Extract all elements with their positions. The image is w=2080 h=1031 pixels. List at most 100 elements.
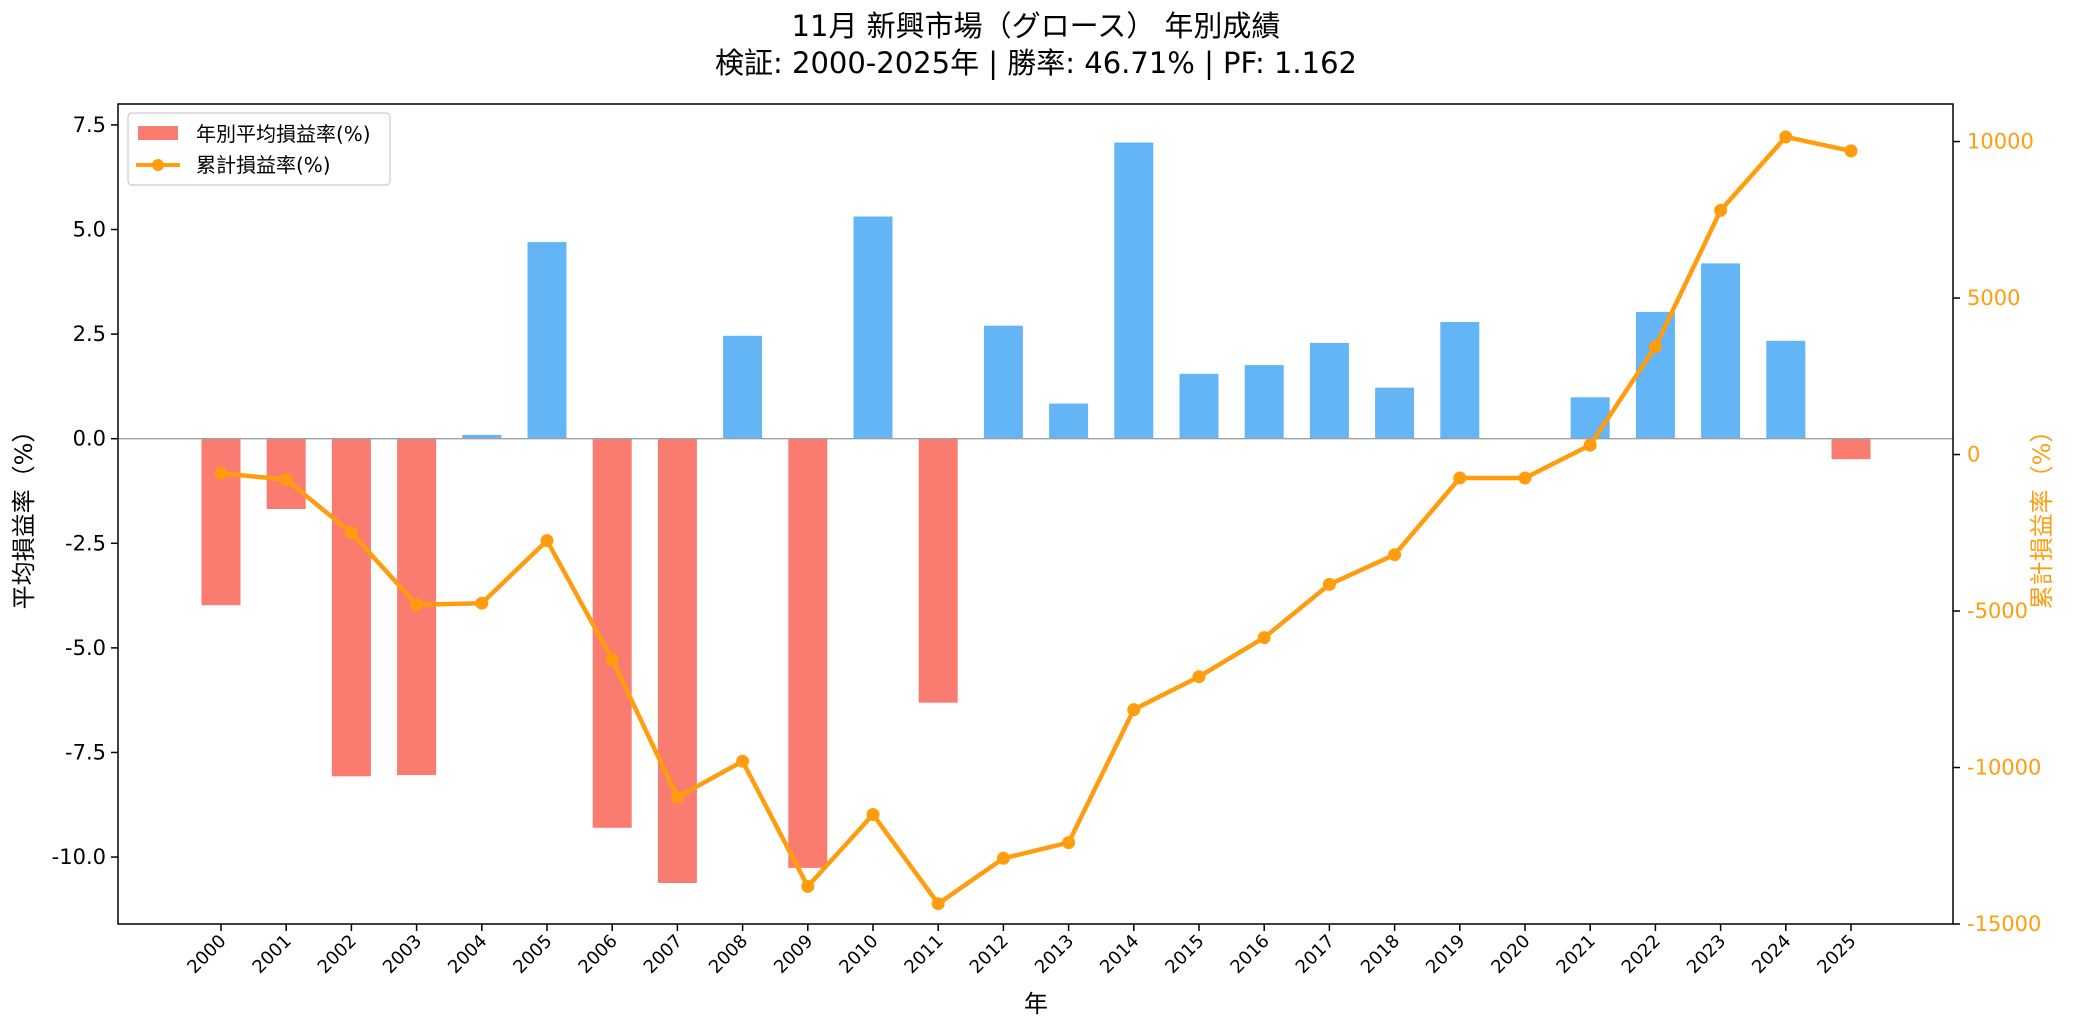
line-point-2020 (1518, 471, 1532, 485)
line-point-2013 (1062, 836, 1076, 850)
bar-2005 (527, 242, 567, 439)
x-tick-label-2003: 2003 (379, 931, 426, 978)
x-tick-label-2020: 2020 (1487, 931, 1534, 978)
x-axis: 2000 2001 2002 2003 2004 2005 2006 2007 2008 2009… (183, 924, 1861, 978)
left-tick-label: 7.5 (73, 113, 106, 137)
legend-bar-swatch (138, 126, 178, 140)
x-tick-label-2021: 2021 (1552, 931, 1599, 978)
x-tick-label-2008: 2008 (705, 931, 752, 978)
x-tick-label-2015: 2015 (1161, 931, 1208, 978)
left-tick-label: 2.5 (73, 322, 106, 346)
bar-2009 (788, 438, 828, 868)
right-tick-label: 5000 (1967, 286, 2020, 310)
x-tick-label-2012: 2012 (966, 931, 1013, 978)
bar-2016 (1244, 365, 1284, 439)
legend-line-marker (152, 159, 164, 171)
left-tick-label: -5.0 (65, 636, 106, 660)
line-point-2000 (214, 466, 228, 480)
line-point-2015 (1192, 670, 1206, 684)
bar-2025 (1831, 438, 1871, 460)
legend: 年別平均損益率(%) 累計損益率(%) (127, 112, 391, 186)
bar-2014 (1114, 142, 1154, 439)
line-point-2019 (1453, 471, 1467, 485)
bar-group (201, 142, 1871, 883)
line-point-2022 (1648, 340, 1662, 354)
legend-line-label: 累計損益率(%) (196, 153, 331, 177)
x-tick-label-2019: 2019 (1422, 931, 1469, 978)
x-tick-label-2000: 2000 (183, 931, 230, 978)
line-point-2006 (605, 653, 619, 666)
line-point-2024 (1779, 130, 1793, 144)
bar-2008 (723, 335, 763, 439)
bar-2015 (1179, 373, 1219, 439)
x-tick-label-2006: 2006 (574, 931, 621, 978)
right-tick-label: 0 (1967, 443, 1980, 467)
bar-2010 (853, 216, 893, 439)
x-tick-label-2004: 2004 (444, 931, 491, 978)
line-point-2014 (1127, 703, 1141, 717)
x-tick-label-2025: 2025 (1813, 931, 1860, 978)
bar-2007 (657, 438, 697, 883)
x-tick-label-2013: 2013 (1031, 931, 1078, 978)
line-point-2007 (670, 790, 684, 804)
x-tick-label-2018: 2018 (1357, 931, 1404, 978)
line-point-2017 (1322, 577, 1336, 591)
left-axis: -10.0 -7.5 -5.0 -2.5 0.0 2.5 5.0 7.5 (52, 113, 118, 869)
line-point-2025 (1844, 144, 1858, 158)
bar-2011 (918, 438, 958, 703)
line-point-2012 (996, 851, 1010, 865)
x-tick-label-2011: 2011 (900, 931, 947, 978)
right-axis: -15000 -10000 -5000 0 5000 10000 (1953, 130, 2041, 936)
legend-box (127, 112, 391, 186)
right-tick-label: -15000 (1967, 912, 2041, 936)
bar-2023 (1701, 263, 1741, 439)
x-tick-label-2001: 2001 (248, 931, 295, 978)
right-tick-label: -10000 (1967, 756, 2041, 780)
x-tick-label-2016: 2016 (1226, 931, 1273, 978)
x-tick-label-2005: 2005 (509, 931, 556, 978)
line-point-2018 (1388, 548, 1402, 562)
x-tick-label-2022: 2022 (1618, 931, 1665, 978)
bar-2000 (201, 438, 241, 606)
bar-2002 (331, 438, 371, 777)
x-tick-label-2007: 2007 (640, 931, 687, 978)
right-tick-label: 10000 (1967, 130, 2034, 154)
left-tick-label: -2.5 (65, 531, 106, 555)
bar-2024 (1766, 340, 1806, 439)
bar-2004 (462, 434, 502, 439)
plot-frame (117, 103, 1954, 925)
line-point-2009 (801, 879, 815, 893)
line-point-2004 (475, 596, 489, 610)
x-tick-label-2010: 2010 (835, 931, 882, 978)
left-tick-label: 5.0 (73, 218, 106, 242)
line-point-2016 (1257, 631, 1271, 645)
cumulative-line-group (214, 130, 1858, 911)
bar-2012 (983, 325, 1023, 439)
y-axis-label-right: 累計損益率（%） (2028, 419, 2056, 610)
legend-bar-label: 年別平均損益率(%) (196, 122, 371, 146)
x-tick-label-2024: 2024 (1748, 931, 1795, 978)
x-tick-label-2002: 2002 (314, 931, 361, 978)
bar-2019 (1440, 322, 1480, 439)
bar-2021 (1570, 397, 1610, 439)
line-point-2005 (540, 534, 554, 548)
x-tick-label-2014: 2014 (1096, 931, 1143, 978)
chart-subtitle: 検証: 2000-2025年 | 勝率: 46.71% | PF: 1.162 (715, 46, 1357, 80)
x-axis-label: 年 (1024, 990, 1048, 1018)
line-point-2023 (1714, 203, 1728, 217)
line-point-2002 (344, 526, 358, 540)
line-point-2008 (736, 754, 750, 768)
left-tick-label: -7.5 (65, 740, 106, 764)
y-axis-label-left: 平均損益率（%） (10, 419, 38, 610)
chart-title: 11月 新興市場（グロース） 年別成績 (792, 9, 1281, 43)
line-point-2003 (410, 598, 424, 612)
line-point-2021 (1583, 438, 1597, 452)
line-point-2001 (279, 473, 293, 487)
bar-2022 (1635, 311, 1675, 439)
left-tick-label: 0.0 (73, 427, 106, 451)
right-tick-label: -5000 (1967, 599, 2028, 623)
line-point-2010 (866, 808, 880, 821)
bar-2013 (1049, 403, 1089, 439)
x-tick-label-2023: 2023 (1683, 931, 1730, 978)
